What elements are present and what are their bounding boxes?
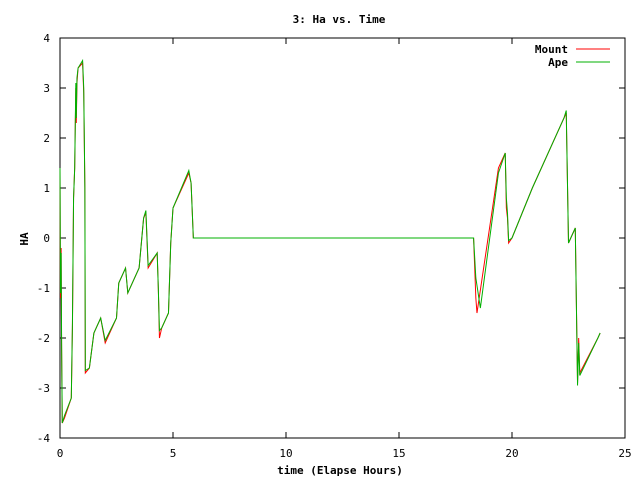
x-axis-label: time (Elapse Hours) [277,464,403,477]
y-tick-label: 3 [43,82,50,95]
y-tick-label: 1 [43,182,50,195]
x-tick-label: 20 [505,447,518,460]
series-layer [59,58,601,424]
x-tick-label: 15 [392,447,405,460]
y-tick-label: 2 [43,132,50,145]
x-tick-label: 5 [170,447,177,460]
axis-ticks: 0 5 10 15 20 25 -4 -3 -2 -1 0 1 2 3 4 [37,32,632,460]
y-tick-label: 0 [43,232,50,245]
series-line-ape [59,58,601,424]
chart-title: 3: Ha vs. Time [293,13,386,26]
y-tick-label: -1 [37,282,50,295]
y-tick-label: 4 [43,32,50,45]
y-tick-label: -2 [37,332,50,345]
x-tick-label: 25 [618,447,631,460]
legend-label-mount: Mount [535,43,568,56]
y-tick-label: -4 [37,432,51,445]
legend-label-ape: Ape [548,56,568,69]
y-tick-label: -3 [37,382,50,395]
y-axis-label: HA [18,232,31,246]
x-tick-label: 0 [57,447,64,460]
x-tick-label: 10 [279,447,292,460]
